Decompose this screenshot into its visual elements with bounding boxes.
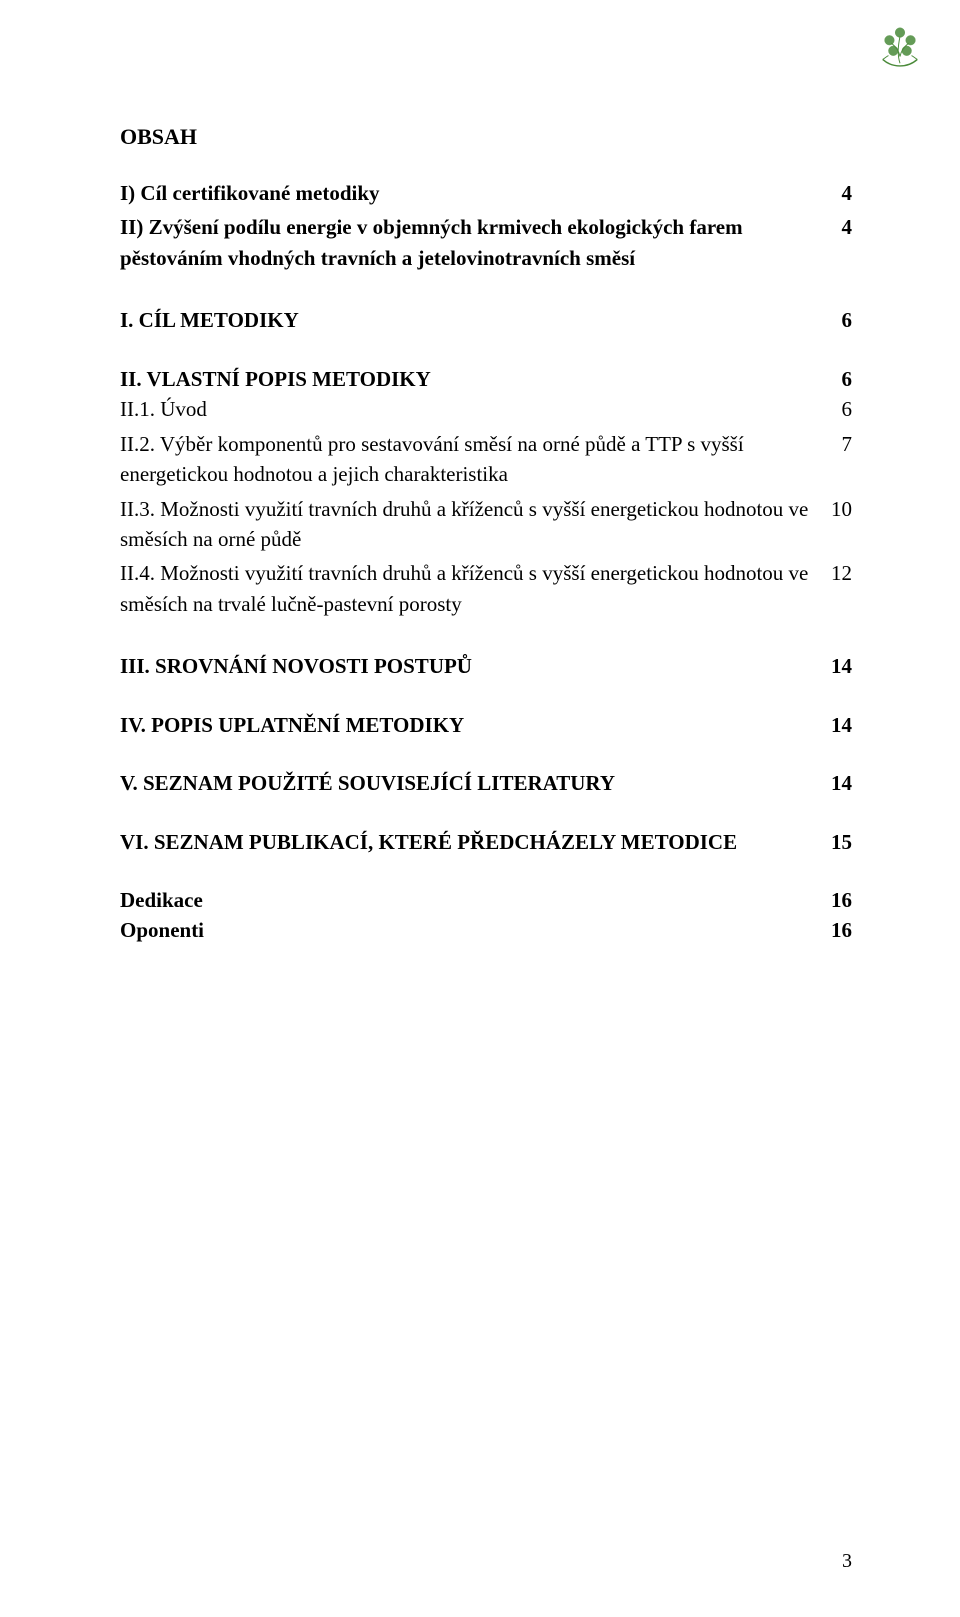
toc-row: II.3. Možnosti využití travních druhů a … (120, 494, 852, 555)
toc-page: 4 (830, 212, 852, 242)
toc-page: 14 (830, 651, 852, 681)
toc-label: II.1. Úvod (120, 394, 830, 424)
toc-row: II.4. Možnosti využití travních druhů a … (120, 558, 852, 619)
toc-label: II.2. Výběr komponentů pro sestavování s… (120, 429, 830, 490)
toc-label: II. VLASTNÍ POPIS METODIKY (120, 364, 830, 394)
clover-crest-logo (876, 22, 924, 70)
toc-label: VI. SEZNAM PUBLIKACÍ, KTERÉ PŘEDCHÁZELY … (120, 827, 830, 857)
toc-row: I) Cíl certifikované metodiky4 (120, 178, 852, 208)
toc-page: 4 (830, 178, 852, 208)
toc-label: IV. POPIS UPLATNĚNÍ METODIKY (120, 710, 830, 740)
toc-label: III. SROVNÁNÍ NOVOSTI POSTUPŮ (120, 651, 830, 681)
toc-row: II.2. Výběr komponentů pro sestavování s… (120, 429, 852, 490)
toc-label: Oponenti (120, 915, 830, 945)
toc-page: 6 (830, 394, 852, 424)
toc-content: OBSAH I) Cíl certifikované metodiky4II) … (120, 28, 852, 946)
toc-label: I) Cíl certifikované metodiky (120, 178, 830, 208)
toc-row: IV. POPIS UPLATNĚNÍ METODIKY14 (120, 710, 852, 740)
toc-label: Dedikace (120, 885, 830, 915)
toc-heading: OBSAH (120, 124, 852, 150)
toc-page: 14 (830, 768, 852, 798)
toc-page: 16 (830, 885, 852, 915)
toc-label: V. SEZNAM POUŽITÉ SOUVISEJÍCÍ LITERATURY (120, 768, 830, 798)
toc-label: II.4. Možnosti využití travních druhů a … (120, 558, 830, 619)
toc-page: 6 (830, 364, 852, 394)
toc-page: 14 (830, 710, 852, 740)
toc-row: VI. SEZNAM PUBLIKACÍ, KTERÉ PŘEDCHÁZELY … (120, 827, 852, 857)
toc-page: 10 (830, 494, 852, 524)
toc-page: 6 (830, 305, 852, 335)
toc-row: II) Zvýšení podílu energie v objemných k… (120, 212, 852, 273)
toc-row: I. CÍL METODIKY6 (120, 305, 852, 335)
toc-label: II) Zvýšení podílu energie v objemných k… (120, 212, 830, 273)
toc-row: II. VLASTNÍ POPIS METODIKY6 (120, 364, 852, 394)
page-number: 3 (842, 1550, 852, 1573)
toc-row: Dedikace16 (120, 885, 852, 915)
toc-list: I) Cíl certifikované metodiky4II) Zvýšen… (120, 178, 852, 946)
toc-row: II.1. Úvod6 (120, 394, 852, 424)
toc-row: V. SEZNAM POUŽITÉ SOUVISEJÍCÍ LITERATURY… (120, 768, 852, 798)
toc-label: II.3. Možnosti využití travních druhů a … (120, 494, 830, 555)
toc-page: 15 (830, 827, 852, 857)
toc-page: 16 (830, 915, 852, 945)
toc-row: Oponenti16 (120, 915, 852, 945)
toc-page: 7 (830, 429, 852, 459)
toc-label: I. CÍL METODIKY (120, 305, 830, 335)
toc-page: 12 (830, 558, 852, 588)
toc-row: III. SROVNÁNÍ NOVOSTI POSTUPŮ14 (120, 651, 852, 681)
